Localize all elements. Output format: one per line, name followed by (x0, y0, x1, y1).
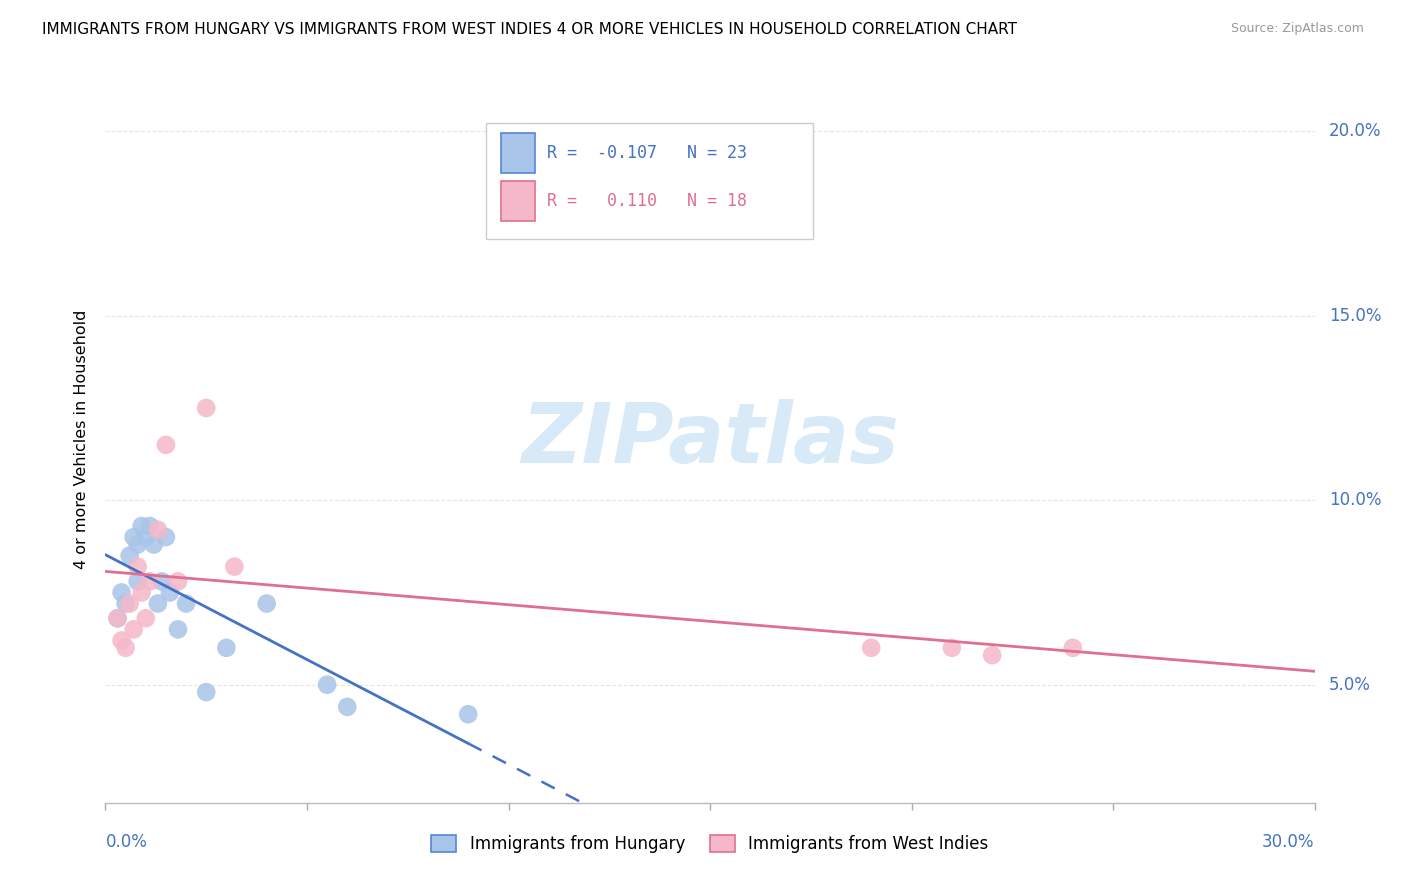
Bar (501, 133, 534, 172)
Point (107, 611, 129, 625)
Point (174, 597, 197, 611)
Point (135, 530, 157, 544)
Point (981, 648, 1004, 663)
Point (316, 678, 339, 692)
Point (195, 401, 218, 415)
Point (118, 597, 141, 611)
Point (146, 523, 169, 537)
Point (155, 438, 177, 452)
Text: ZIPatlas: ZIPatlas (522, 399, 898, 480)
Point (224, 559, 246, 574)
Point (142, 537, 165, 551)
Text: 15.0%: 15.0% (1329, 307, 1382, 325)
Point (131, 519, 153, 533)
Legend: Immigrants from Hungary, Immigrants from West Indies: Immigrants from Hungary, Immigrants from… (425, 829, 995, 860)
Point (256, 597, 278, 611)
Point (336, 699, 359, 714)
Point (457, 707, 479, 722)
Point (155, 530, 177, 544)
Point (860, 640, 883, 655)
Text: IMMIGRANTS FROM HUNGARY VS IMMIGRANTS FROM WEST INDIES 4 OR MORE VEHICLES IN HOU: IMMIGRANTS FROM HUNGARY VS IMMIGRANTS FR… (42, 22, 1017, 37)
Point (110, 585, 132, 599)
Text: R =   0.110   N = 18: R = 0.110 N = 18 (547, 192, 747, 211)
Point (122, 530, 145, 544)
Point (114, 640, 136, 655)
Point (167, 574, 190, 589)
Point (1062, 640, 1084, 655)
Point (131, 585, 153, 599)
Point (127, 559, 149, 574)
Point (110, 633, 132, 648)
Point (122, 623, 145, 637)
Y-axis label: 4 or more Vehicles in Household: 4 or more Vehicles in Household (75, 310, 90, 569)
Text: 20.0%: 20.0% (1329, 122, 1382, 140)
Point (159, 585, 181, 599)
Bar (501, 181, 534, 221)
Point (107, 611, 129, 625)
Point (127, 574, 149, 589)
Text: 10.0%: 10.0% (1329, 491, 1382, 509)
Point (114, 597, 136, 611)
Point (195, 685, 218, 699)
Point (941, 640, 963, 655)
Text: R =  -0.107   N = 23: R = -0.107 N = 23 (547, 144, 747, 161)
Point (139, 519, 162, 533)
FancyBboxPatch shape (486, 123, 813, 239)
Point (139, 574, 162, 589)
Text: Source: ZipAtlas.com: Source: ZipAtlas.com (1230, 22, 1364, 36)
Text: 5.0%: 5.0% (1329, 676, 1371, 694)
Point (146, 597, 169, 611)
Text: 0.0%: 0.0% (105, 833, 148, 851)
Point (150, 574, 173, 589)
Point (118, 549, 141, 563)
Point (167, 623, 190, 637)
Point (215, 640, 238, 655)
Text: 30.0%: 30.0% (1263, 833, 1315, 851)
Point (135, 611, 157, 625)
Point (127, 537, 149, 551)
